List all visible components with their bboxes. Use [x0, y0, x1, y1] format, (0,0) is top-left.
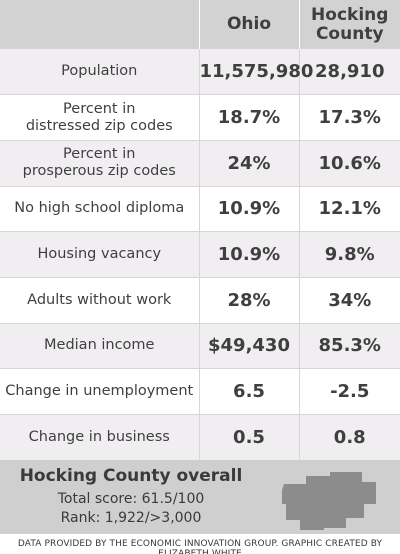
row-label: Percent in distressed zip codes — [0, 94, 199, 141]
credit-line: DATA PROVIDED BY THE ECONOMIC INNOVATION… — [17, 539, 383, 554]
row-label-line1: No high school diploma — [14, 200, 185, 217]
row-label: Change in unemployment — [0, 368, 199, 415]
row-label-line1: Population — [61, 63, 138, 80]
row-label-line2: prosperous zip codes — [22, 163, 176, 180]
row-label-line1: Change in unemployment — [5, 383, 194, 400]
county-value: 0.8 — [298, 414, 400, 461]
row-label-line1: Percent in — [63, 100, 136, 117]
county-value: 34% — [298, 276, 400, 324]
table-row: Change in business 0.5 0.8 — [0, 414, 400, 461]
header-ohio: Ohio — [198, 0, 299, 49]
row-label: Percent in prosperous zip codes — [0, 139, 199, 187]
row-label: Change in business — [0, 414, 199, 461]
ohio-value: 11,575,980 — [198, 49, 313, 95]
row-label: Housing vacancy — [0, 231, 199, 278]
ohio-value: 18.7% — [198, 94, 299, 141]
county-value: 17.3% — [298, 94, 400, 141]
ohio-value: 10.9% — [198, 231, 299, 278]
header-blank-cell — [0, 0, 199, 49]
table-row: Percent in prosperous zip codes 24% 10.6% — [0, 139, 400, 187]
ohio-value: 6.5 — [198, 368, 299, 415]
table-header-row: Ohio Hocking County — [0, 0, 400, 49]
table-row: Change in unemployment 6.5 -2.5 — [0, 368, 400, 415]
ohio-value: 28% — [198, 276, 299, 324]
summary-rank: Rank: 1,922/>3,000 — [60, 510, 202, 526]
county-value: -2.5 — [298, 368, 400, 415]
row-label-line1: Percent in — [63, 146, 136, 163]
hocking-county-map-icon — [282, 472, 376, 530]
table-row: Percent in distressed zip codes 18.7% 17.3% — [0, 94, 400, 141]
header-county-line1: Hocking — [311, 4, 389, 25]
row-label-line1: Adults without work — [27, 291, 172, 308]
summary-title: Hocking County overall — [19, 466, 243, 486]
row-label-line1: Median income — [44, 337, 155, 354]
row-label: Adults without work — [0, 276, 199, 324]
table-row: Housing vacancy 10.9% 9.8% — [0, 231, 400, 278]
county-value: 10.6% — [298, 139, 400, 187]
table-row: No high school diploma 10.9% 12.1% — [0, 185, 400, 232]
table-row: Population 11,575,980 28,910 — [0, 49, 400, 95]
row-label-line2: distressed zip codes — [25, 117, 173, 134]
table-row: Adults without work 28% 34% — [0, 276, 400, 324]
county-value: 9.8% — [298, 231, 400, 278]
ohio-value: 0.5 — [198, 414, 299, 461]
summary-score: Total score: 61.5/100 — [57, 491, 205, 507]
county-value: 28,910 — [298, 49, 400, 95]
row-label-line1: Change in business — [28, 429, 170, 446]
row-label: Population — [0, 49, 199, 95]
ohio-value: 10.9% — [198, 185, 299, 232]
stats-table: Ohio Hocking County Population 11,575,980… — [0, 0, 400, 461]
table-body: Population 11,575,980 28,910 Percent in dist… — [0, 49, 400, 461]
row-label: No high school diploma — [0, 185, 199, 232]
table-row: Median income $49,430 85.3% — [0, 322, 400, 369]
row-label-line1: Housing vacancy — [37, 246, 162, 263]
county-value: 85.3% — [298, 322, 400, 369]
header-county: Hocking County — [298, 0, 400, 49]
county-value: 12.1% — [298, 185, 400, 232]
ohio-value: $49,430 — [198, 322, 299, 369]
row-label: Median income — [0, 322, 199, 369]
ohio-value: 24% — [198, 139, 299, 187]
header-county-line2: County — [315, 23, 384, 44]
